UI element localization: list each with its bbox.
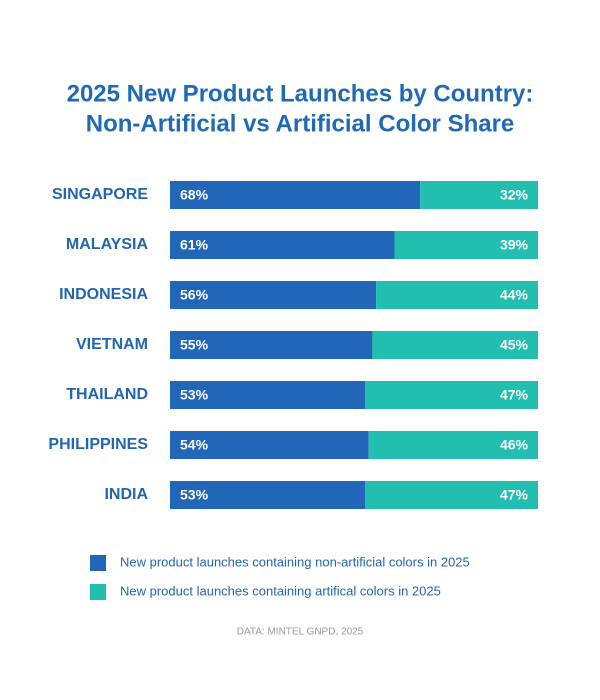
bar-segment	[365, 481, 538, 509]
bar-segment	[170, 431, 369, 459]
category-label: MALAYSIA	[66, 236, 149, 253]
bar-segment	[368, 431, 538, 459]
legend-label: New product launches containing artifica…	[120, 583, 441, 598]
value-label: 47%	[500, 387, 529, 403]
value-label: 56%	[180, 287, 209, 303]
bar-segment	[394, 231, 538, 259]
category-label: SINGAPORE	[52, 186, 148, 203]
bar-segment	[170, 481, 366, 509]
value-label: 55%	[180, 337, 209, 353]
category-label: PHILIPPINES	[48, 436, 148, 453]
category-label: INDIA	[104, 486, 148, 503]
category-label: INDONESIA	[59, 286, 148, 303]
value-label: 54%	[180, 437, 209, 453]
category-label: VIETNAM	[76, 336, 148, 353]
value-label: 61%	[180, 237, 209, 253]
bar-segment	[376, 281, 538, 309]
bar-segment	[372, 331, 538, 359]
value-label: 39%	[500, 237, 529, 253]
value-label: 32%	[500, 187, 529, 203]
value-label: 46%	[500, 437, 529, 453]
bar-segment	[170, 381, 366, 409]
value-label: 47%	[500, 487, 529, 503]
value-label: 44%	[500, 287, 529, 303]
source-note: DATA: MINTEL GNPD, 2025	[237, 627, 364, 638]
bar-segment	[420, 181, 538, 209]
legend-swatch	[90, 584, 106, 600]
chart-title: 2025 New Product Launches by Country:	[67, 80, 534, 107]
value-label: 68%	[180, 187, 209, 203]
value-label: 53%	[180, 387, 209, 403]
legend-label: New product launches containing non-arti…	[120, 554, 470, 569]
legend-swatch	[90, 555, 106, 571]
bar-segment	[170, 331, 373, 359]
bar-segment	[170, 231, 395, 259]
bar-segment	[365, 381, 538, 409]
bar-segment	[170, 181, 421, 209]
value-label: 45%	[500, 337, 529, 353]
bar-segment	[170, 281, 377, 309]
chart-title: Non-Artificial vs Artificial Color Share	[86, 110, 515, 137]
category-label: THAILAND	[66, 386, 148, 403]
value-label: 53%	[180, 487, 209, 503]
